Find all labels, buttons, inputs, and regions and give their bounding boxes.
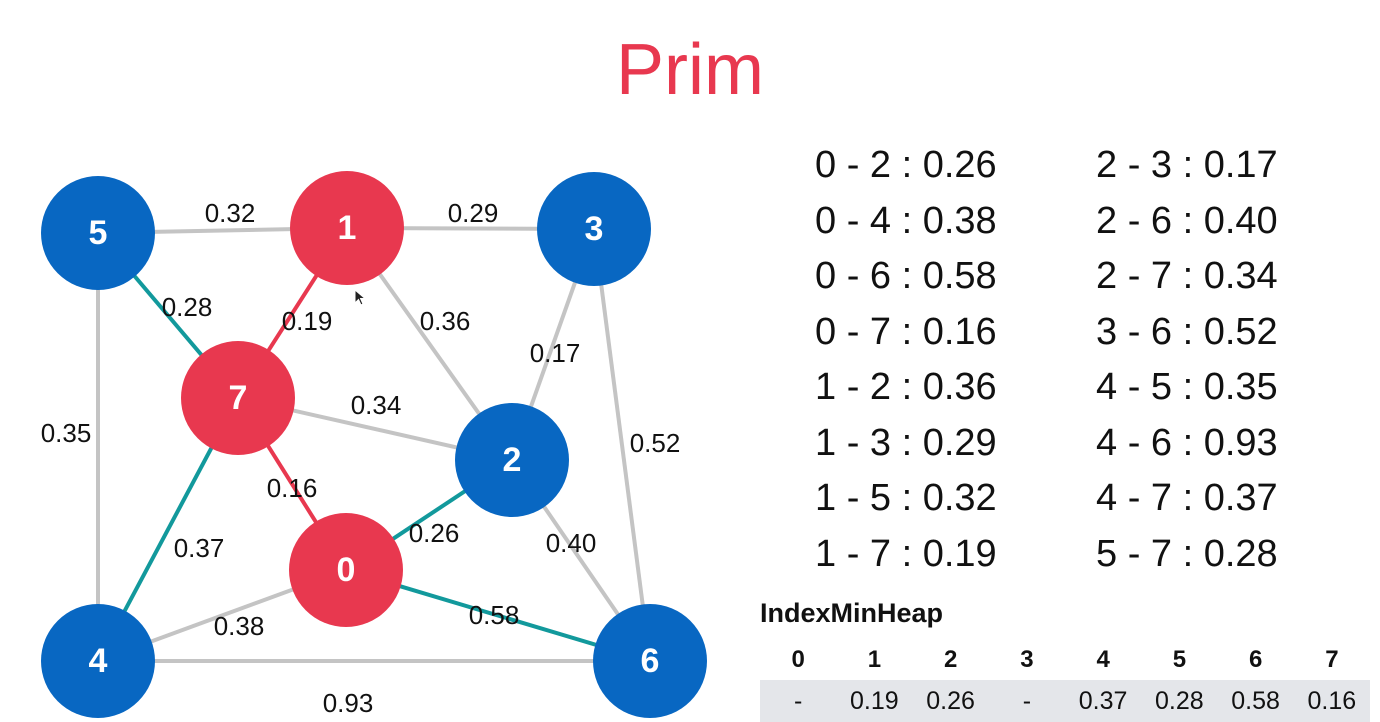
edge-weight-0-6: 0.58	[469, 600, 520, 630]
node-label-0: 0	[337, 551, 356, 589]
edge-list-right: 2 - 3 : 0.17 2 - 6 : 0.40 2 - 7 : 0.34 3 - …	[1096, 138, 1380, 582]
edge-weight-2-6: 0.40	[546, 528, 597, 558]
node-circle-5	[41, 176, 155, 290]
edge-list-item: 0 - 7 : 0.16	[815, 310, 997, 353]
heap-value-cell: 0.37	[1065, 680, 1142, 722]
node-circle-4	[41, 604, 155, 718]
node-label-5: 5	[89, 214, 108, 252]
node-circle-7	[181, 341, 295, 455]
edge-weight-7-1: 0.19	[282, 306, 333, 336]
edge-list-item: 4 - 6 : 0.93	[1096, 421, 1278, 464]
node-circle-1	[290, 171, 404, 285]
edge-weight-1-3: 0.29	[448, 198, 499, 228]
edge-weight-1-2: 0.36	[420, 306, 471, 336]
node-circle-2	[455, 403, 569, 517]
heap-index-cell: 7	[1325, 646, 1339, 673]
nodes-layer: 0 1 2 3 4 5 6 7	[41, 171, 707, 718]
heap-value-cell: 0.58	[1217, 680, 1294, 722]
node-label-3: 3	[585, 210, 604, 248]
edge-weight-4-0: 0.38	[214, 611, 265, 641]
heap-index-cell: 6	[1248, 646, 1263, 673]
edge-list-item: 2 - 7 : 0.34	[1096, 255, 1278, 297]
node-1: 1	[290, 171, 404, 285]
heap-value-cell: 0.16	[1293, 680, 1370, 722]
edge-weight-4-6: 0.93	[323, 688, 374, 718]
node-label-4: 4	[89, 642, 108, 680]
heap-value-cell: -	[988, 680, 1065, 722]
node-label-1: 1	[338, 209, 357, 247]
node-label-7: 7	[229, 379, 248, 417]
heap-index-cell: 1	[867, 646, 882, 673]
node-6: 6	[593, 604, 707, 718]
heap-title: IndexMinHeap	[760, 598, 944, 628]
edge-list-item: 4 - 5 : 0.35	[1096, 366, 1278, 408]
node-2: 2	[455, 403, 569, 517]
edge-3-6	[592, 228, 652, 662]
edge-list-item: 1 - 3 : 0.29	[815, 421, 997, 464]
graph-diagram: 0.32 0.29 0.28 0.19 0.36 0.17 0.35 0.34 0.52 0.16…	[41, 171, 707, 718]
edge-weight-5-4: 0.35	[41, 418, 92, 448]
heap-value-cell: 0.26	[912, 680, 989, 722]
edge-list-item: 5 - 7 : 0.28	[1096, 532, 1278, 575]
heap-index-cell: 0	[791, 646, 805, 673]
edge-list-item: 2 - 6 : 0.40	[1096, 199, 1278, 242]
edge-weight-2-3: 0.17	[530, 338, 581, 368]
heap-index-cell: 5	[1172, 646, 1187, 673]
edge-list-item: 1 - 5 : 0.32	[815, 477, 997, 519]
node-4: 4	[41, 604, 155, 718]
node-label-2: 2	[503, 441, 522, 479]
edge-list-item: 0 - 6 : 0.58	[815, 255, 997, 297]
edge-list-left: 0 - 2 : 0.26 0 - 4 : 0.38 0 - 6 : 0.58 0 - …	[815, 138, 1115, 582]
node-0: 0	[289, 513, 403, 627]
node-label-6: 6	[641, 642, 660, 680]
heap-index-cell: 3	[1020, 646, 1034, 673]
edge-weight-5-1: 0.32	[205, 198, 256, 228]
edge-list-item: 0 - 2 : 0.26	[815, 144, 997, 186]
heap-value-cell: 0.28	[1141, 680, 1218, 722]
edge-list-item: 0 - 4 : 0.38	[815, 199, 997, 242]
heap-index-row: 0 1 2 3 4 5 6 7	[760, 640, 1370, 680]
node-circle-0	[289, 513, 403, 627]
node-3: 3	[537, 172, 651, 286]
node-circle-3	[537, 172, 651, 286]
heap-value-cell: -	[760, 680, 837, 722]
edge-weight-7-0: 0.16	[267, 473, 318, 503]
edge-list-item: 1 - 2 : 0.36	[815, 366, 997, 408]
edge-weight-5-7: 0.28	[162, 292, 213, 322]
node-circle-6	[593, 604, 707, 718]
heap-index-cell: 4	[1096, 646, 1110, 673]
edge-labels-layer: 0.32 0.29 0.28 0.19 0.36 0.17 0.35 0.34 0.52 0.16…	[41, 198, 681, 718]
heap-value-row: -0.19 0.26-0.37 0.28 0.58 0.16	[760, 680, 1370, 722]
edge-weight-3-6: 0.52	[630, 428, 681, 458]
edge-list-item: 1 - 7 : 0.19	[815, 532, 997, 575]
heap-index-cell: 2	[943, 646, 958, 673]
mouse-cursor-icon	[354, 289, 367, 306]
edge-list-item: 4 - 7 : 0.37	[1096, 477, 1278, 519]
edge-list-item: 3 - 6 : 0.52	[1096, 310, 1278, 353]
edge-weight-0-2: 0.26	[409, 518, 460, 548]
page-title: Prim	[616, 30, 764, 110]
heap-value-cell: 0.19	[836, 680, 913, 722]
edge-list-item: 2 - 3 : 0.17	[1096, 144, 1278, 186]
node-5: 5	[41, 176, 155, 290]
edge-weight-7-4: 0.37	[174, 533, 225, 563]
node-7: 7	[181, 341, 295, 455]
edge-weight-7-2: 0.34	[351, 390, 402, 420]
